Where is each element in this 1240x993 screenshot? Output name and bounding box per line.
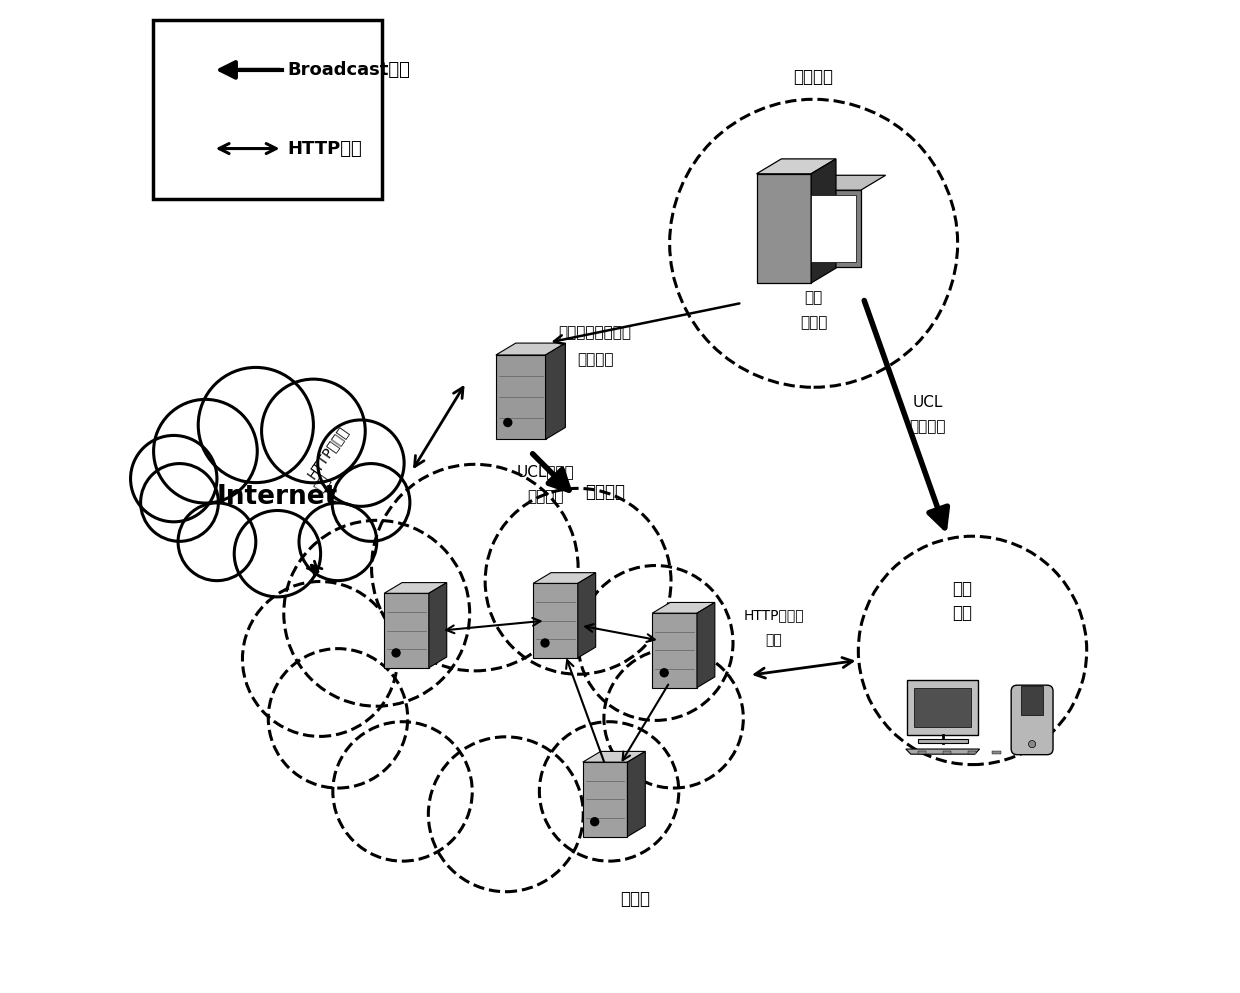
Circle shape [243,582,397,737]
Text: UCL和全文: UCL和全文 [517,464,574,480]
Polygon shape [918,739,967,743]
Circle shape [660,669,668,677]
Polygon shape [756,159,836,174]
Circle shape [234,510,321,597]
Polygon shape [533,584,578,657]
Text: 广播分发: 广播分发 [527,489,564,504]
Circle shape [858,536,1086,765]
Text: 内容源: 内容源 [800,315,827,331]
Text: 控制器: 控制器 [620,890,650,908]
Polygon shape [806,175,885,191]
Circle shape [268,648,408,788]
Polygon shape [583,752,645,763]
Circle shape [372,465,578,671]
Circle shape [670,99,957,387]
Circle shape [332,722,472,861]
Text: HTTP请求与: HTTP请求与 [304,423,350,481]
Polygon shape [1021,686,1043,715]
Polygon shape [811,159,836,283]
Circle shape [1028,741,1035,748]
Polygon shape [384,583,446,594]
Circle shape [262,379,366,483]
Text: Broadcast协议: Broadcast协议 [288,61,410,78]
Polygon shape [533,573,595,584]
Polygon shape [429,583,446,667]
Text: 广播分发: 广播分发 [910,419,946,435]
Text: 互联网采集数据、: 互联网采集数据、 [559,325,631,341]
Polygon shape [806,191,861,266]
Circle shape [604,648,743,788]
Ellipse shape [286,552,725,848]
Text: 用户: 用户 [952,580,972,598]
Polygon shape [578,573,595,657]
Text: 广播: 广播 [805,290,823,306]
Polygon shape [914,688,971,727]
Circle shape [503,419,512,426]
Circle shape [317,420,404,506]
Circle shape [332,464,410,541]
Circle shape [485,489,671,674]
Circle shape [392,649,401,657]
Polygon shape [992,751,1001,754]
Polygon shape [496,355,546,439]
Text: 终端: 终端 [952,604,972,622]
Polygon shape [627,752,645,836]
Circle shape [179,502,255,581]
Polygon shape [652,603,714,614]
Polygon shape [384,594,429,667]
Polygon shape [905,749,980,755]
Polygon shape [756,174,811,283]
Circle shape [590,818,599,826]
Circle shape [299,502,377,581]
Polygon shape [918,751,926,754]
Circle shape [284,520,470,706]
Text: 雾服务器: 雾服务器 [585,483,625,500]
Circle shape [130,435,217,522]
Text: 响应: 响应 [765,634,782,647]
Polygon shape [546,344,565,439]
Circle shape [539,722,678,861]
Text: HTTP协议: HTTP协议 [288,140,362,158]
Polygon shape [652,614,697,688]
Text: UCL: UCL [913,394,942,410]
FancyBboxPatch shape [1011,685,1053,755]
Circle shape [154,399,257,503]
Polygon shape [967,751,976,754]
Text: 广播发射: 广播发射 [794,69,833,86]
Polygon shape [697,603,714,688]
Text: 响应: 响应 [311,473,332,495]
FancyBboxPatch shape [154,20,382,199]
Circle shape [428,737,583,892]
Circle shape [541,639,549,647]
Polygon shape [496,344,565,355]
Circle shape [198,367,314,483]
Ellipse shape [162,425,393,568]
Circle shape [140,464,218,541]
Polygon shape [811,195,856,261]
Polygon shape [942,751,951,754]
Text: Internet: Internet [217,484,339,509]
Polygon shape [908,680,978,735]
Circle shape [578,566,733,721]
Text: HTTP请求与: HTTP请求与 [744,609,805,623]
Polygon shape [583,763,627,836]
Text: 内容聚集: 内容聚集 [577,352,614,367]
